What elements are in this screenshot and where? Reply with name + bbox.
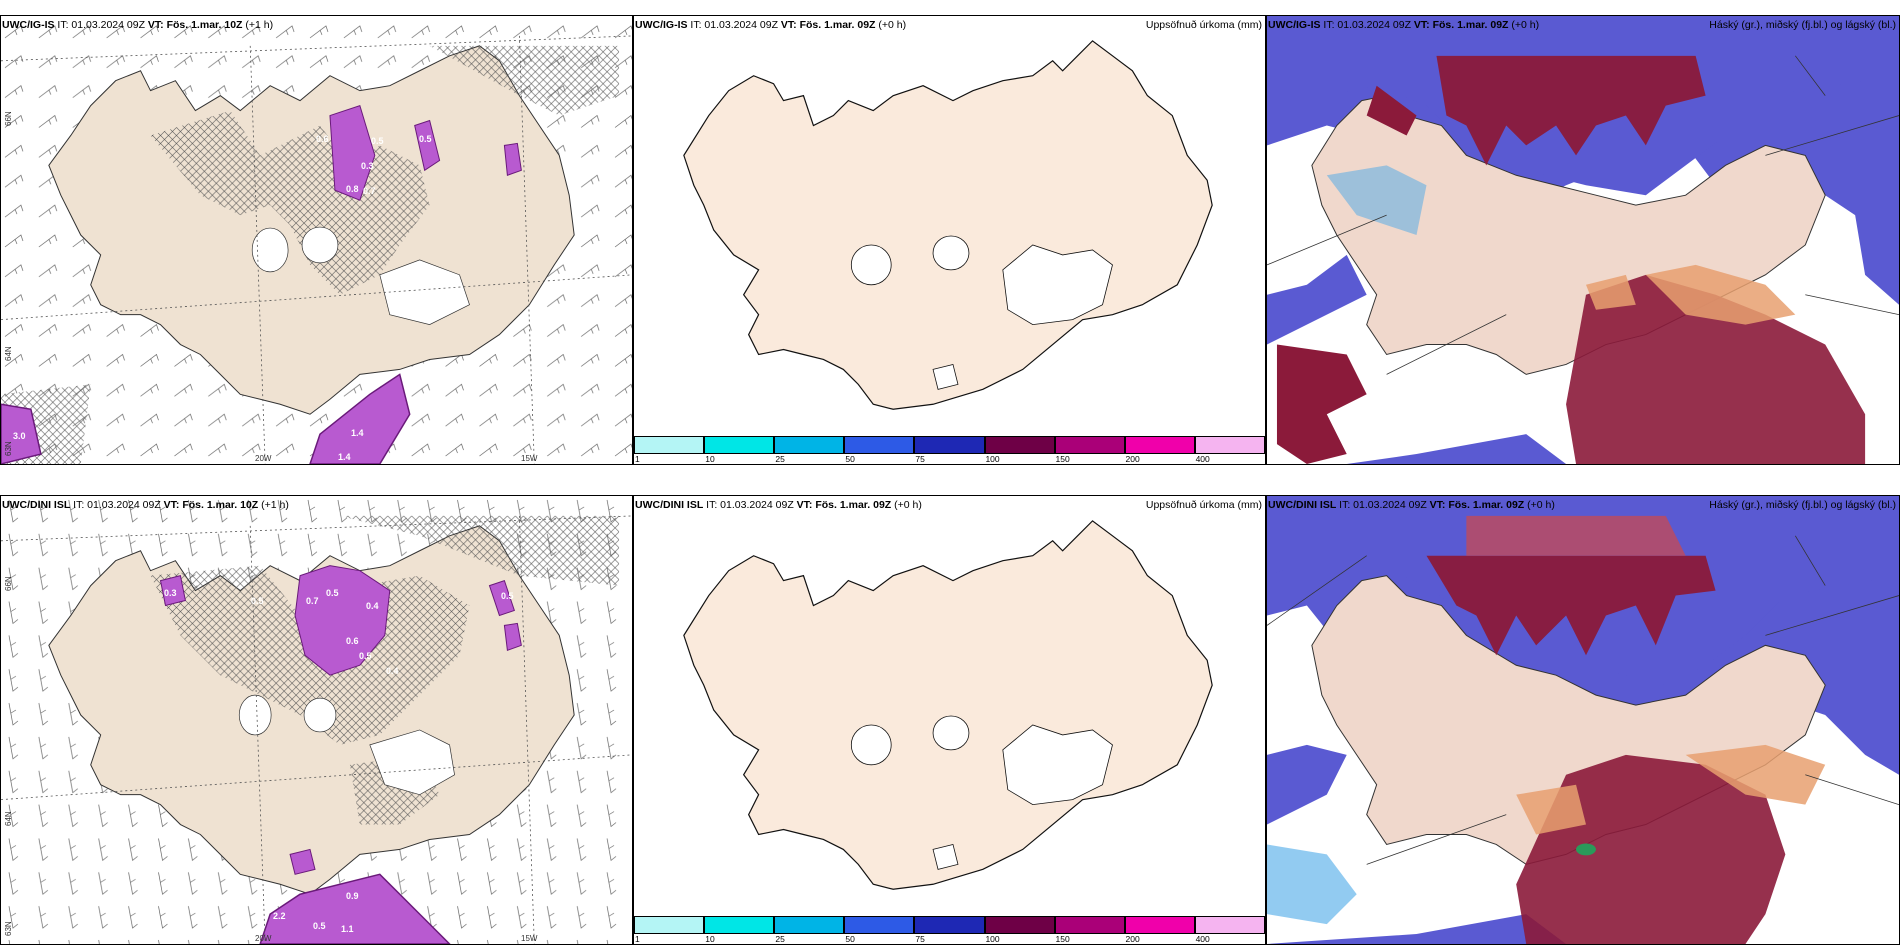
precip-value: 0.7	[306, 596, 319, 606]
colorbar-tick: 50	[845, 934, 855, 944]
panel-variable-title: Uppsöfnuð úrkoma (mm)	[1145, 19, 1262, 31]
precip-value: 1.1	[341, 924, 354, 934]
lon-label: 15W	[521, 454, 538, 463]
colorbar-segment	[774, 436, 845, 454]
lon-label: 20W	[255, 454, 272, 463]
precip-colorbar: 1 10 25 50 75 100 150 200 400	[634, 436, 1265, 464]
precip-map	[683, 40, 1213, 410]
accumulated-precip-panel-igis: UWC/IG-IS IT: 01.03.2024 09Z VT: Fös. 1.…	[633, 15, 1266, 465]
colorbar-segment	[634, 436, 705, 454]
colorbar-segment	[844, 916, 915, 934]
panel-title: UWC/IG-IS IT: 01.03.2024 09Z VT: Fös. 1.…	[2, 19, 274, 31]
colorbar-tick: 400	[1195, 454, 1210, 464]
precip-value: 0.5	[419, 134, 432, 144]
precip-area	[294, 565, 391, 676]
lat-label: 66N	[4, 111, 13, 126]
precip-value: 0.3	[361, 161, 374, 171]
colorbar-tick: 400	[1195, 934, 1210, 944]
colorbar-segment	[704, 436, 775, 454]
precip-value: 3.0	[13, 431, 26, 441]
cloud-cover-panel-dini: UWC/DINI ISL IT: 01.03.2024 09Z VT: Fös.…	[1266, 495, 1900, 945]
accumulated-precip-panel-dini: UWC/DINI ISL IT: 01.03.2024 09Z VT: Fös.…	[633, 495, 1266, 945]
colorbar-tick: 1	[635, 934, 640, 944]
precip-value: 0.4	[386, 666, 399, 676]
colorbar-segment	[984, 916, 1055, 934]
colorbar-tick: 100	[985, 934, 1000, 944]
precip-value: 1.4	[338, 452, 351, 462]
colorbar-segment	[984, 436, 1055, 454]
colorbar-tick: 75	[915, 934, 925, 944]
colorbar-segment	[914, 436, 985, 454]
panel-variable-title: Háský (gr.), miðský (fj.bl.) og lágský (…	[1709, 19, 1896, 31]
precip-value: 1.4	[351, 428, 364, 438]
colorbar-tick: 25	[775, 934, 785, 944]
iceland-landmass	[683, 40, 1213, 410]
panel-title: UWC/DINI ISL IT: 01.03.2024 09Z VT: Fös.…	[1268, 499, 1555, 511]
colorbar-segment	[1124, 436, 1195, 454]
colorbar-segment	[844, 436, 915, 454]
precip-value: 0.6	[346, 636, 359, 646]
colorbar-tick: 100	[985, 454, 1000, 464]
colorbar-segment	[914, 916, 985, 934]
precip-value: 0.5	[326, 588, 339, 598]
precip-value: 0.4	[366, 601, 379, 611]
colorbar-segment	[1194, 916, 1265, 934]
wind-precip-map	[1, 16, 632, 464]
precip-value: 0.5	[313, 921, 326, 931]
precip-value: 2.2	[273, 911, 286, 921]
lat-label: 66N	[4, 576, 13, 591]
colorbar-segment	[1194, 436, 1265, 454]
lat-label: 63N	[4, 441, 13, 456]
panel-variable-title: Háský (gr.), miðský (fj.bl.) og lágský (…	[1709, 499, 1896, 511]
precip-value: 0.8	[346, 184, 359, 194]
colorbar-tick: 150	[1055, 454, 1070, 464]
precip-value: 0.6	[316, 134, 329, 144]
colorbar-tick: 1	[635, 454, 640, 464]
precip-value: 0.9	[346, 891, 359, 901]
colorbar-tick: 10	[705, 934, 715, 944]
colorbar-tick: 200	[1125, 454, 1140, 464]
precip-value: 0.5	[371, 136, 384, 146]
colorbar-segment	[1124, 916, 1195, 934]
precip-map	[683, 520, 1213, 890]
lat-label: 64N	[4, 811, 13, 826]
precip-colorbar: 1 10 25 50 75 100 150 200 400	[634, 916, 1265, 944]
precip-area	[329, 104, 376, 201]
cloud-map	[1267, 16, 1899, 464]
colorbar-segment	[774, 916, 845, 934]
colorbar-segment	[1054, 916, 1125, 934]
panel-variable-title: Uppsöfnuð úrkoma (mm)	[1145, 499, 1262, 511]
panel-title: UWC/IG-IS IT: 01.03.2024 09Z VT: Fös. 1.…	[635, 19, 907, 31]
lon-label: 15W	[521, 934, 538, 943]
colorbar-tick: 25	[775, 454, 785, 464]
cloud-cover-panel-igis: UWC/IG-IS IT: 01.03.2024 09Z VT: Fös. 1.…	[1266, 15, 1900, 465]
panel-title: UWC/DINI ISL IT: 01.03.2024 09Z VT: Fös.…	[2, 499, 289, 511]
iceland-landmass	[683, 520, 1213, 890]
precip-value: 1.0	[335, 396, 348, 406]
precip-value: 0.5	[359, 651, 372, 661]
colorbar-tick: 200	[1125, 934, 1140, 944]
precip-value: 0.5	[501, 591, 514, 601]
cloud-map	[1267, 496, 1899, 944]
precip-value: 0.7	[363, 186, 376, 196]
precip-value: 0.3	[164, 588, 177, 598]
lon-label: 20W	[255, 934, 272, 943]
colorbar-tick: 10	[705, 454, 715, 464]
colorbar-tick: 150	[1055, 934, 1070, 944]
colorbar-segment	[1054, 436, 1125, 454]
wind-map-panel-dini: UWC/DINI ISL IT: 01.03.2024 09Z VT: Fös.…	[0, 495, 633, 945]
wind-map-panel-igis: UWC/IG-IS IT: 01.03.2024 09Z VT: Fös. 1.…	[0, 15, 633, 465]
colorbar-segment	[704, 916, 775, 934]
colorbar-tick: 50	[845, 454, 855, 464]
precip-value: 0.5	[251, 596, 264, 606]
colorbar-tick: 75	[915, 454, 925, 464]
panel-title: UWC/DINI ISL IT: 01.03.2024 09Z VT: Fös.…	[635, 499, 922, 511]
lat-label: 64N	[4, 346, 13, 361]
panel-title: UWC/IG-IS IT: 01.03.2024 09Z VT: Fös. 1.…	[1268, 19, 1540, 31]
lat-label: 63N	[4, 921, 13, 936]
wind-precip-map	[1, 496, 632, 944]
colorbar-segment	[634, 916, 705, 934]
